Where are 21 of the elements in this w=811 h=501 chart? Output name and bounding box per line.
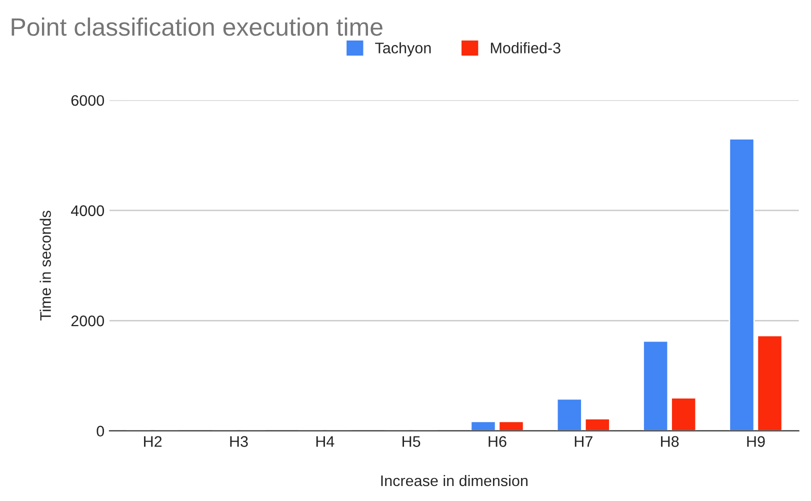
- y-axis-title: Time in seconds: [40, 210, 51, 321]
- x-tick-label: H5: [402, 436, 420, 447]
- x-tick-label: H8: [661, 436, 679, 447]
- x-tick-label: H2: [144, 436, 162, 447]
- y-tick-label: 6000: [71, 95, 104, 106]
- chart-title: Point classification execution time: [12, 18, 382, 36]
- x-tick-label: H4: [316, 436, 334, 447]
- y-tick-label: 4000: [70, 205, 104, 216]
- bar: [556, 398, 582, 431]
- y-tick-label: 0: [96, 426, 104, 437]
- legend-label: Tachyon: [375, 42, 431, 56]
- x-tick-label: H6: [488, 436, 506, 447]
- x-tick-label: H3: [230, 436, 248, 447]
- bar: [584, 418, 610, 431]
- x-tick-label: H7: [574, 436, 592, 447]
- bar: [642, 340, 669, 431]
- y-tick-label: 2000: [71, 316, 104, 326]
- x-axis-title: Increase in dimension: [381, 474, 528, 486]
- bar: [670, 397, 697, 431]
- legend-label: Modified-3: [490, 42, 560, 54]
- x-tick-label: H9: [747, 436, 765, 447]
